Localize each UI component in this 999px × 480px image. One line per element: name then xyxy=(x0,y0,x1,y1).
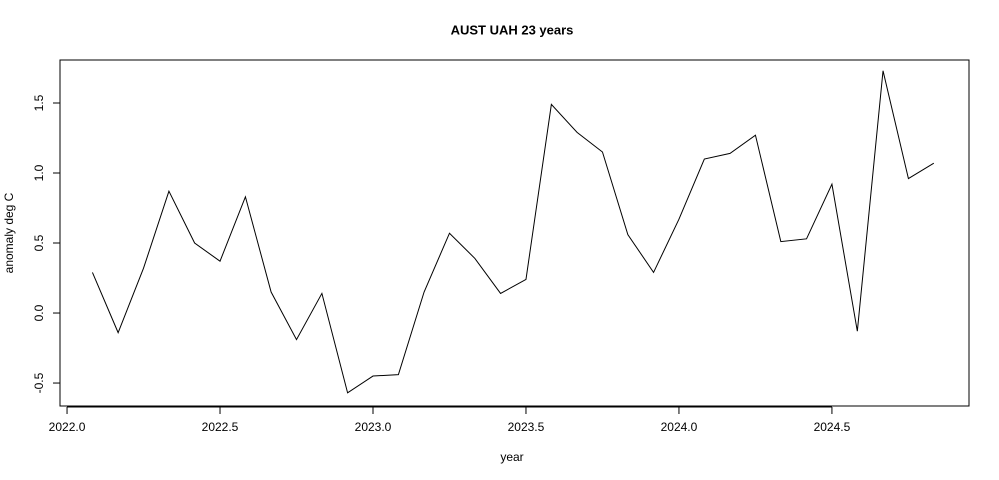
plot-box xyxy=(59,59,970,407)
y-axis-label: anomaly deg C xyxy=(2,192,16,273)
x-axis-label: year xyxy=(500,450,523,464)
y-tick-label: 0.0 xyxy=(32,304,46,321)
chart-title: AUST UAH 23 years xyxy=(451,22,574,37)
y-tick-label: 1.5 xyxy=(32,94,46,111)
y-tick-label: -0.5 xyxy=(32,372,46,393)
x-tick-label: 2023.0 xyxy=(355,420,392,434)
y-tick-label: 0.5 xyxy=(32,234,46,251)
x-tick-label: 2022.5 xyxy=(202,420,239,434)
x-tick-label: 2024.0 xyxy=(661,420,698,434)
x-tick-label: 2023.5 xyxy=(508,420,545,434)
x-tick-label: 2024.5 xyxy=(814,420,851,434)
data-line xyxy=(91,70,935,394)
y-tick-label: 1.0 xyxy=(32,164,46,181)
x-tick-label: 2022.0 xyxy=(49,420,86,434)
